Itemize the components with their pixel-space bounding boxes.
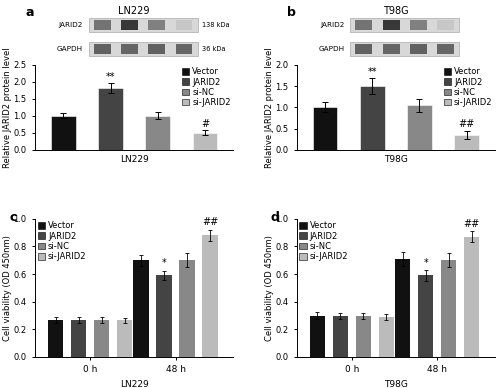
X-axis label: LN229: LN229 (120, 155, 148, 165)
Bar (410, 44, 427, 54)
Bar (407, 105, 432, 150)
Bar (350, 18, 460, 32)
Bar (117, 320, 132, 357)
Y-axis label: Cell viability (OD 450nm): Cell viability (OD 450nm) (265, 235, 274, 341)
Bar (395, 259, 410, 357)
Bar (94, 320, 109, 357)
Legend: Vector, JARID2, si-NC, si-JARID2: Vector, JARID2, si-NC, si-JARID2 (36, 220, 88, 262)
Text: **: ** (368, 67, 377, 77)
Bar (156, 275, 172, 357)
Text: d: d (271, 211, 280, 223)
Bar (51, 116, 76, 150)
Text: LN229: LN229 (118, 6, 150, 16)
Legend: Vector, JARID2, si-NC, si-JARID2: Vector, JARID2, si-NC, si-JARID2 (181, 66, 232, 108)
Bar (437, 20, 454, 30)
Y-axis label: Relative JARID2 protein level: Relative JARID2 protein level (3, 47, 12, 168)
Bar (121, 44, 138, 54)
Bar (176, 44, 192, 54)
Bar (94, 44, 110, 54)
Y-axis label: Cell viability (OD 450nm): Cell viability (OD 450nm) (3, 235, 12, 341)
Bar (192, 133, 217, 150)
Bar (382, 20, 400, 30)
Text: ##: ## (458, 120, 475, 129)
Bar (356, 316, 371, 357)
Bar (464, 237, 479, 357)
Bar (313, 107, 338, 150)
Bar (134, 260, 148, 357)
Bar (180, 260, 194, 357)
Bar (121, 20, 138, 30)
Text: ##: ## (464, 218, 480, 229)
Bar (454, 135, 479, 150)
Text: c: c (9, 211, 16, 223)
Bar (88, 42, 198, 55)
Bar (356, 44, 372, 54)
Bar (146, 116, 170, 150)
Bar (148, 20, 165, 30)
X-axis label: LN229: LN229 (120, 380, 148, 388)
Bar (71, 320, 86, 357)
Bar (441, 260, 456, 357)
Bar (356, 20, 372, 30)
Bar (333, 316, 348, 357)
Text: a: a (25, 6, 34, 19)
Bar (310, 315, 325, 357)
Text: GAPDH: GAPDH (56, 46, 82, 52)
X-axis label: T98G: T98G (384, 380, 408, 388)
Text: T98G: T98G (383, 6, 408, 16)
Bar (437, 44, 454, 54)
Bar (48, 320, 63, 357)
Text: GAPDH: GAPDH (318, 46, 344, 52)
Bar (410, 20, 427, 30)
Bar (94, 20, 110, 30)
Text: #: # (201, 120, 209, 129)
Bar (98, 88, 123, 150)
Bar (202, 236, 218, 357)
Bar (176, 20, 192, 30)
Text: *: * (162, 258, 166, 268)
Bar (382, 44, 400, 54)
Legend: Vector, JARID2, si-NC, si-JARID2: Vector, JARID2, si-NC, si-JARID2 (443, 66, 494, 108)
Text: ##: ## (202, 217, 218, 227)
Bar (360, 86, 384, 150)
Bar (88, 18, 198, 32)
Text: b: b (287, 6, 296, 19)
X-axis label: T98G: T98G (384, 155, 408, 165)
Legend: Vector, JARID2, si-NC, si-JARID2: Vector, JARID2, si-NC, si-JARID2 (298, 220, 349, 262)
Bar (350, 42, 460, 55)
Text: JARID2: JARID2 (320, 22, 344, 28)
Text: 36 kDa: 36 kDa (202, 46, 225, 52)
Text: JARID2: JARID2 (58, 22, 82, 28)
Bar (418, 275, 434, 357)
Text: 138 kDa: 138 kDa (202, 22, 229, 28)
Bar (148, 44, 165, 54)
Y-axis label: Relative JARID2 protein level: Relative JARID2 protein level (265, 47, 274, 168)
Bar (379, 317, 394, 357)
Text: *: * (424, 258, 428, 268)
Text: **: ** (106, 72, 116, 82)
